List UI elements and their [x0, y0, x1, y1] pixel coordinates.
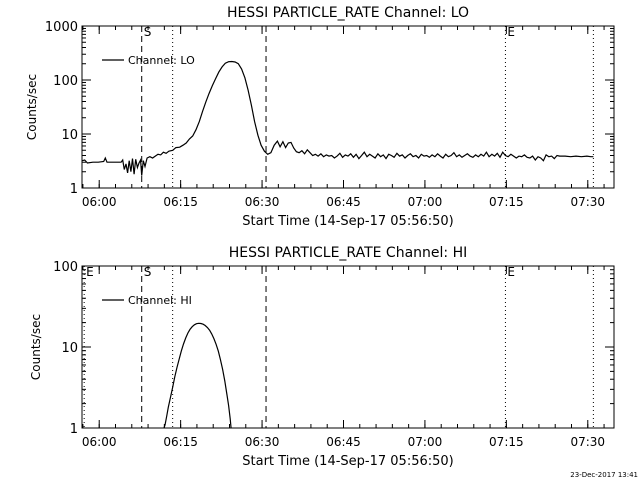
hi-chart-title: HESSI PARTICLE_RATE Channel: HI: [229, 245, 467, 261]
lo-y-tick-label: 10: [61, 128, 78, 143]
lo-series-line: [82, 60, 594, 176]
lo-y-tick-label: 100: [53, 74, 78, 89]
lo-y-tick-label: 1: [70, 182, 78, 197]
lo-x-axis-label: Start Time (14-Sep-17 05:56:50): [242, 214, 453, 229]
hi-y-tick-label: 1: [70, 422, 78, 437]
lo-y-axis-label: Counts/sec: [25, 74, 39, 140]
hi-x-tick-label: 06:15: [163, 435, 198, 449]
lo-x-tick-label: 06:30: [245, 195, 280, 209]
hi-channel-panel: HESSI PARTICLE_RATE Channel: HI Start Tim…: [29, 245, 615, 469]
hi-x-tick-label: 06:00: [82, 435, 117, 449]
date-stamp: 23-Dec-2017 13:41: [570, 471, 638, 479]
lo-x-tick-label: 07:15: [489, 195, 524, 209]
hi-legend-label: Channel: HI: [128, 294, 192, 307]
lo-x-tick-label: 06:45: [326, 195, 361, 209]
hi-series-line: [163, 322, 232, 428]
lo-y-tick-label: 1000: [45, 20, 78, 35]
lo-marker-label: S: [144, 25, 152, 39]
hi-x-tick-label: 07:00: [408, 435, 443, 449]
lo-x-tick-label: 06:15: [163, 195, 198, 209]
hi-marker-label: E: [507, 265, 515, 279]
lo-chart-title: HESSI PARTICLE_RATE Channel: LO: [227, 5, 469, 21]
lo-x-tick-label: 07:30: [570, 195, 605, 209]
lo-legend-label: Channel: LO: [128, 54, 195, 67]
lo-marker-label: E: [507, 25, 515, 39]
lo-x-tick-label: 06:00: [82, 195, 117, 209]
lo-plot-frame: [81, 25, 615, 189]
hi-x-tick-label: 07:15: [489, 435, 524, 449]
lo-x-tick-label: 07:00: [408, 195, 443, 209]
hi-x-tick-label: 07:30: [570, 435, 605, 449]
lo-channel-panel: HESSI PARTICLE_RATE Channel: LO Start Tim…: [25, 5, 615, 229]
hi-marker-label: E: [86, 265, 94, 279]
hi-marker-label: S: [144, 265, 152, 279]
hi-y-axis-label: Counts/sec: [29, 314, 43, 380]
hi-y-tick-label: 10: [61, 341, 78, 356]
hi-y-tick-label: 100: [53, 260, 78, 275]
hi-x-axis-label: Start Time (14-Sep-17 05:56:50): [242, 454, 453, 469]
hi-x-tick-label: 06:45: [326, 435, 361, 449]
hi-plot-frame: [81, 265, 615, 429]
hi-x-tick-label: 06:30: [245, 435, 280, 449]
